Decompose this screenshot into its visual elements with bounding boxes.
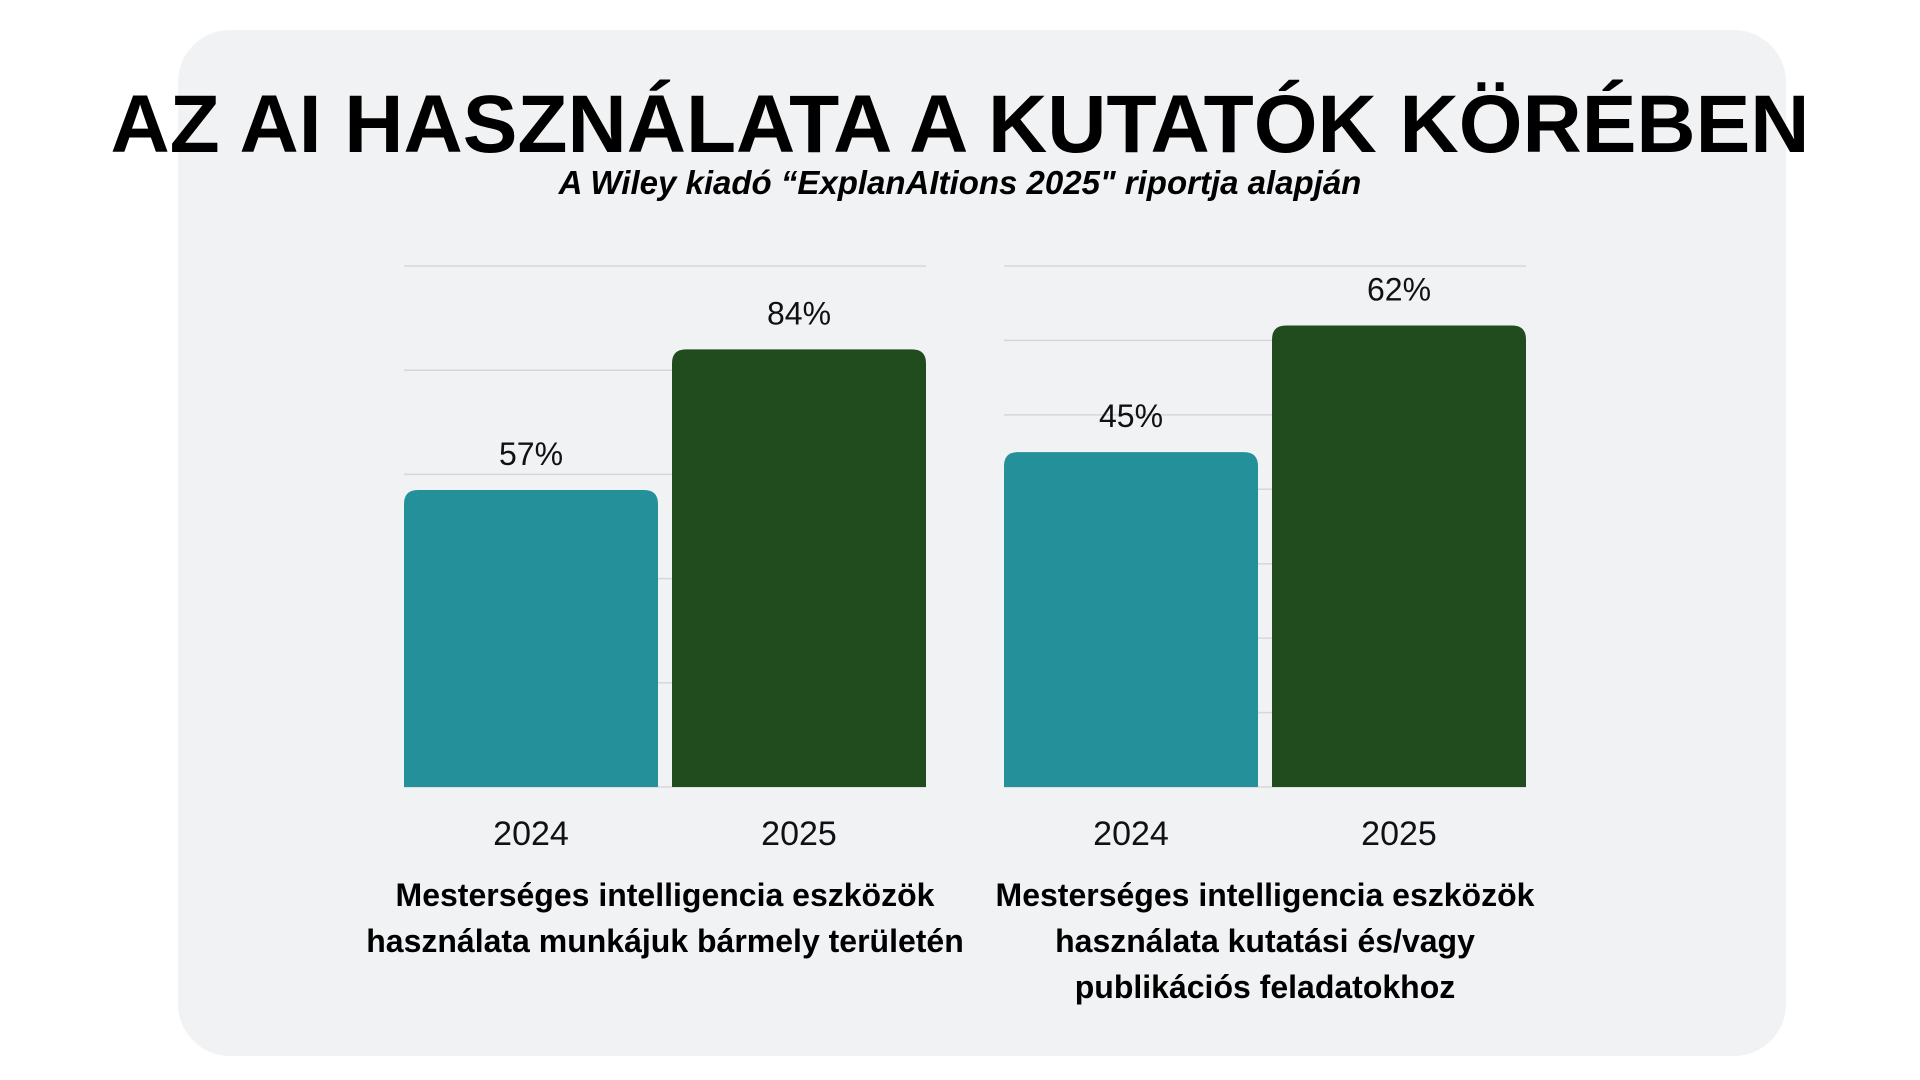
x-tick-label: 2024 [493, 815, 569, 853]
value-label: 84% [767, 295, 831, 331]
bar-2025 [672, 349, 926, 787]
value-label: 57% [499, 436, 563, 472]
x-tick-label: 2024 [1093, 815, 1169, 853]
bar-2024 [1004, 452, 1258, 787]
x-tick-label: 2025 [1361, 815, 1437, 853]
bar-2025 [1272, 325, 1526, 787]
chart-1-caption: Mesterséges intelligencia eszközök haszn… [366, 877, 964, 959]
page-subtitle: A Wiley kiadó “ExplanAItions 2025" ripor… [558, 164, 1362, 201]
value-label: 62% [1367, 272, 1431, 308]
x-tick-label: 2025 [761, 815, 837, 853]
bar-2024 [404, 490, 658, 787]
value-label: 45% [1099, 398, 1163, 434]
page-title: AZ AI HASZNÁLATA A KUTATÓK KÖRÉBEN [110, 79, 1810, 170]
chart-2-caption: Mesterséges intelligencia eszközök haszn… [995, 877, 1535, 1005]
